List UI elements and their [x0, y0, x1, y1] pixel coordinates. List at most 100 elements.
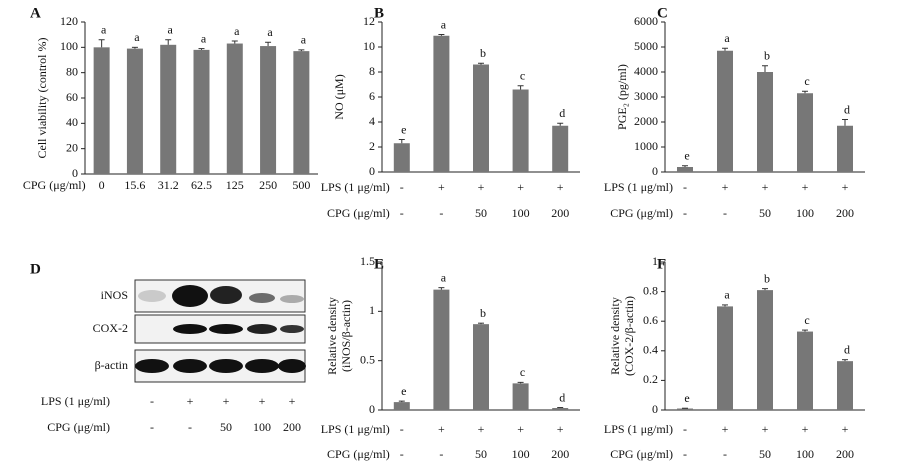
x-row-name: CPG (μg/ml) — [610, 447, 673, 461]
x-tick-label: 50 — [759, 206, 771, 220]
significance-letter: d — [559, 390, 565, 404]
x-tick-label: + — [517, 180, 524, 194]
x-row-name: CPG (μg/ml) — [327, 447, 390, 461]
x-tick-label: - — [400, 206, 404, 220]
panel-title: A — [30, 5, 41, 21]
bar — [717, 50, 733, 172]
x-tick-label: - — [683, 206, 687, 220]
blot-band — [209, 324, 243, 334]
significance-letter: b — [764, 49, 770, 63]
y-tick-label: 120 — [60, 14, 78, 28]
x-tick-label: + — [722, 180, 729, 194]
bar — [160, 44, 177, 174]
significance-letter: e — [401, 122, 406, 136]
y-axis-label: (COX-2/β-actin) — [622, 296, 636, 376]
x-tick-label: 62.5 — [191, 178, 212, 192]
y-axis-label: PGE₂ (pg/ml) — [615, 64, 629, 130]
x-row-name: LPS (1 μg/ml) — [321, 180, 390, 194]
y-tick-label: 1 — [652, 254, 658, 268]
bar — [677, 167, 693, 172]
bar — [393, 143, 410, 172]
x-tick-label: + — [478, 180, 485, 194]
y-tick-label: 2000 — [634, 114, 658, 128]
x-tick-label: 31.2 — [158, 178, 179, 192]
x-row-name: CPG (μg/ml) — [327, 206, 390, 220]
y-tick-label: 4 — [369, 114, 375, 128]
bar — [512, 89, 529, 172]
x-tick-label: - — [400, 447, 404, 461]
y-tick-label: 2 — [369, 139, 375, 153]
x-tick-label: - — [150, 420, 154, 434]
x-tick-label: + — [478, 422, 485, 436]
y-axis-label: Cell viability (control %) — [35, 38, 49, 159]
panel-title: F — [657, 256, 666, 272]
significance-letter: e — [401, 384, 406, 398]
x-tick-label: + — [802, 422, 809, 436]
y-tick-label: 0 — [72, 166, 78, 180]
significance-letter: a — [168, 22, 174, 36]
y-tick-label: 40 — [66, 115, 78, 129]
x-row-name: LPS (1 μg/ml) — [41, 394, 110, 408]
protein-label: β-actin — [95, 358, 128, 372]
blot-band — [173, 359, 207, 373]
blot-band — [135, 359, 169, 373]
bar — [126, 48, 143, 174]
x-tick-label: - — [439, 206, 443, 220]
blot-band — [280, 295, 304, 303]
significance-letter: a — [301, 33, 307, 47]
x-tick-label: - — [188, 420, 192, 434]
significance-letter: b — [480, 46, 486, 60]
bar — [433, 35, 450, 172]
panel-title: D — [30, 261, 41, 277]
blot-band — [138, 290, 166, 302]
blot-band — [249, 293, 275, 303]
x-tick-label: 100 — [512, 447, 530, 461]
x-tick-label: - — [723, 447, 727, 461]
x-tick-label: - — [439, 447, 443, 461]
bar — [552, 408, 569, 410]
y-tick-label: 5000 — [634, 39, 658, 53]
x-tick-label: + — [802, 180, 809, 194]
significance-letter: e — [684, 149, 689, 163]
x-tick-label: 50 — [220, 420, 232, 434]
bar — [757, 290, 773, 410]
bar — [717, 306, 733, 410]
y-tick-label: 12 — [363, 14, 375, 28]
y-tick-label: 0.5 — [360, 352, 375, 366]
protein-label: iNOS — [101, 288, 128, 302]
x-tick-label: + — [557, 180, 564, 194]
significance-letter: a — [441, 17, 447, 31]
significance-letter: d — [559, 106, 565, 120]
x-tick-label: - — [150, 394, 154, 408]
x-row-name: LPS (1 μg/ml) — [321, 422, 390, 436]
bar — [473, 324, 489, 410]
bar — [293, 51, 310, 175]
bar — [226, 43, 243, 175]
y-tick-label: 8 — [369, 64, 375, 78]
blot-band — [210, 286, 242, 304]
x-tick-label: - — [723, 206, 727, 220]
protein-label: COX-2 — [93, 321, 128, 335]
y-axis-label: (iNOS/β-actin) — [339, 300, 353, 372]
significance-letter: d — [844, 102, 850, 116]
y-tick-label: 20 — [66, 140, 78, 154]
x-tick-label: + — [438, 422, 445, 436]
y-tick-label: 0 — [369, 402, 375, 416]
x-tick-label: 0 — [99, 178, 105, 192]
bar — [433, 289, 450, 410]
x-tick-label: + — [289, 394, 296, 408]
x-tick-label: 100 — [512, 206, 530, 220]
y-tick-label: 0 — [652, 402, 658, 416]
y-tick-label: 6000 — [634, 14, 658, 28]
blot-band — [247, 324, 277, 334]
blot-band — [278, 359, 306, 373]
significance-letter: c — [804, 74, 809, 88]
x-tick-label: + — [722, 422, 729, 436]
panel-title: B — [374, 5, 384, 21]
significance-letter: c — [804, 313, 809, 327]
y-tick-label: 0 — [369, 164, 375, 178]
y-axis-label: NO (μM) — [332, 74, 346, 119]
y-tick-label: 60 — [66, 90, 78, 104]
y-tick-label: 100 — [60, 39, 78, 53]
x-tick-label: - — [683, 180, 687, 194]
